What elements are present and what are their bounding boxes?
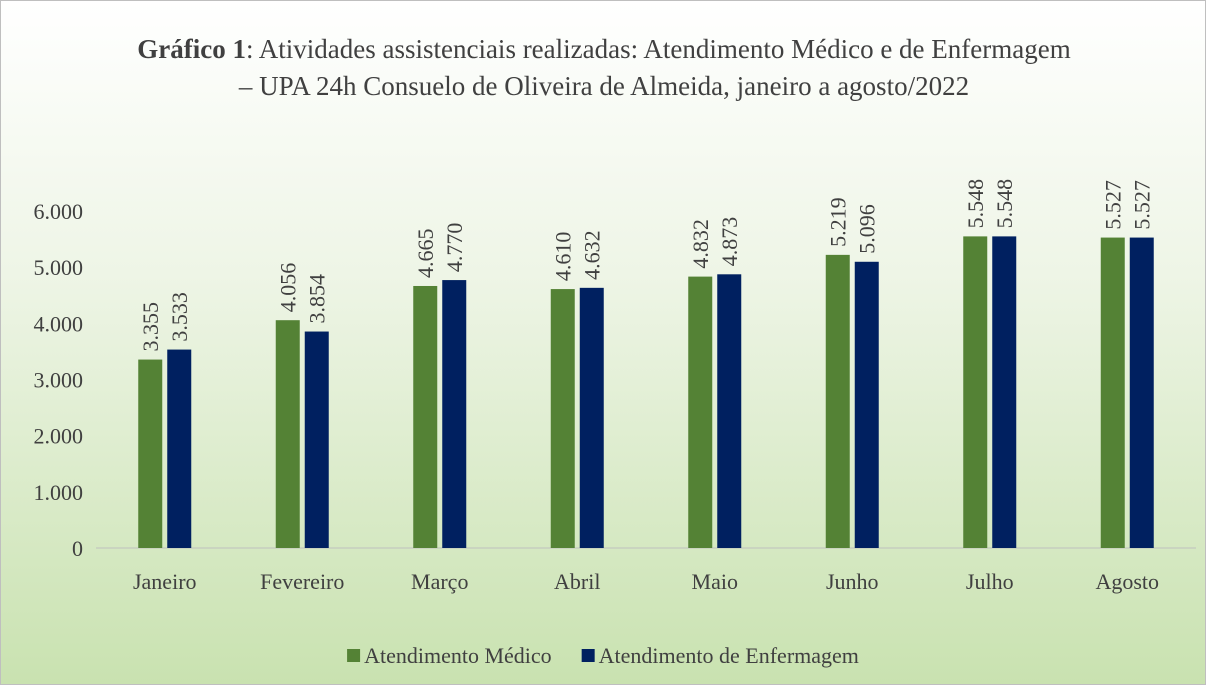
data-label: 4.770 [442,223,467,273]
legend-swatch [581,649,595,662]
y-tick-label: 3.000 [34,368,84,393]
y-tick-label: 1.000 [34,480,84,505]
data-label: 5.548 [992,179,1017,229]
data-label: 3.854 [305,274,330,324]
y-tick-label: 2.000 [34,424,84,449]
bar [442,280,467,548]
chart-title: Gráfico 1: Atividades assistenciais real… [137,34,1071,101]
data-label: 5.096 [855,204,880,254]
data-label: 4.832 [688,219,713,269]
legend-swatch [347,649,361,662]
x-tick-label: Julho [966,569,1014,594]
bar [1100,237,1125,548]
x-tick-label: Abril [554,569,600,594]
bar [275,320,300,548]
bar [854,261,879,548]
bar [825,254,850,549]
bar [413,285,438,548]
x-tick-label: Agosto [1095,569,1159,594]
y-tick-label: 5.000 [34,255,84,280]
x-tick-label: Fevereiro [260,569,344,594]
bar [167,349,192,548]
data-label: 3.355 [138,302,163,352]
x-tick-label: Maio [692,569,738,594]
data-label: 5.527 [1130,180,1155,230]
y-tick-label: 0 [72,536,83,561]
bar [688,276,713,548]
bar [579,287,604,548]
data-label: 4.665 [413,228,438,278]
data-label: 3.533 [167,292,192,342]
bar [1129,237,1154,548]
data-label: 5.527 [1101,180,1126,230]
data-label: 5.219 [826,197,851,247]
data-label: 4.873 [717,217,742,267]
legend-label: Atendimento de Enfermagem [599,643,859,668]
legend: Atendimento Médico Atendimento de Enferma… [347,643,859,668]
bar [963,236,988,548]
data-label: 4.632 [580,230,605,280]
data-label: 4.610 [551,232,576,282]
x-tick-label: Janeiro [133,569,197,594]
data-label: 4.056 [276,263,301,313]
legend-label: Atendimento Médico [364,643,552,668]
y-tick-label: 6.000 [34,199,84,224]
bar [992,236,1017,548]
x-tick-label: Março [411,569,468,594]
bar [304,331,329,548]
data-label: 5.548 [963,179,988,229]
bar [138,359,163,548]
bar [717,274,742,548]
y-tick-label: 4.000 [34,311,84,336]
bar [550,289,575,548]
x-tick-label: Junho [826,569,879,594]
